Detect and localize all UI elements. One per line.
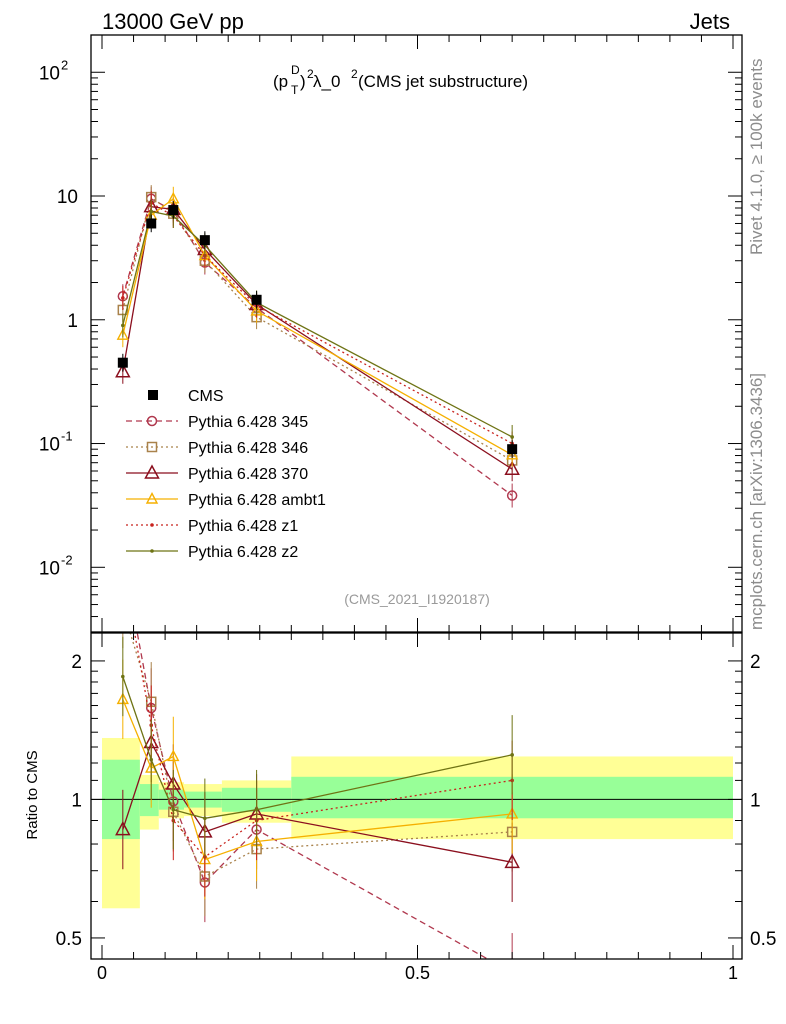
svg-text:(p: (p — [273, 72, 288, 91]
legend-marker-z2 — [150, 549, 154, 553]
legend-label: Pythia 6.428 z1 — [188, 518, 298, 535]
legend-marker-z1 — [150, 523, 154, 527]
svg-text:2: 2 — [307, 67, 314, 81]
svg-text:λ_0: λ_0 — [313, 72, 340, 91]
ratio-point-z2 — [149, 757, 154, 762]
y-tick-base: 1 — [67, 311, 78, 332]
ratio-line-z2 — [122, 676, 513, 819]
plot-title: (p T D ) 2 λ_0 2 (CMS jet substructure) — [273, 63, 528, 97]
series-point-p370 — [504, 460, 520, 475]
ratio-point-p370 — [115, 821, 131, 836]
ratio-point-p345 — [118, 550, 127, 559]
cms-point — [251, 294, 262, 305]
process-label: Jets — [690, 9, 730, 34]
legend-entry: CMS — [148, 388, 224, 405]
legend-label: Pythia 6.428 370 — [188, 466, 308, 483]
ratio-point-p346 — [118, 604, 127, 613]
y-tick-label-ratio: 1 — [71, 790, 82, 811]
svg-text:T: T — [291, 83, 299, 97]
analysis-id: (CMS_2021_I1920187) — [344, 591, 490, 607]
ratio-point-p370 — [504, 853, 520, 869]
legend-label: CMS — [188, 388, 224, 405]
svg-text:): ) — [300, 72, 306, 91]
legend-marker-ambt1 — [145, 491, 159, 504]
series-point-p345 — [506, 490, 518, 501]
legend-label: Pythia 6.428 z2 — [188, 544, 298, 561]
cms-point — [168, 205, 179, 216]
y-tick-label-main: 10 2 — [39, 57, 68, 84]
y-tick-base: 10 — [57, 187, 78, 208]
energy-label: 13000 GeV pp — [102, 9, 244, 34]
y-tick-label-main: 10 -2 — [39, 552, 73, 579]
series-point-z2 — [121, 323, 125, 328]
mcplots-label: mcplots.cern.ch [arXiv:1306.3436] — [747, 372, 766, 630]
ratio-line-ambt1 — [122, 699, 513, 861]
ratio-line-p345 — [136, 633, 489, 959]
y-tick-label-main: 1 — [67, 311, 78, 332]
ratio-point-p345 — [508, 968, 517, 977]
y-tick-label-main: 10 -1 — [39, 429, 73, 456]
svg-text:2: 2 — [351, 67, 358, 81]
legend-entry: Pythia 6.428 z1 — [126, 518, 298, 535]
legend-entry: Pythia 6.428 370 — [126, 464, 308, 483]
y-tick-base: 10 — [39, 63, 60, 84]
legend-entry: Pythia 6.428 346 — [126, 440, 308, 457]
y-tick-label-ratio-right: 2 — [750, 652, 761, 673]
series-line-p345 — [122, 197, 513, 497]
series-point-z2 — [149, 209, 154, 214]
y-tick-label-main: 10 — [57, 187, 78, 208]
legend-entry: Pythia 6.428 ambt1 — [126, 491, 326, 509]
ratio-point-z2 — [171, 807, 176, 812]
ratio-point-z2 — [121, 674, 125, 679]
legend-label: Pythia 6.428 346 — [188, 440, 308, 457]
ratio-point-ambt1 — [167, 749, 180, 762]
y-tick-base: 10 — [39, 558, 60, 579]
legend-marker-p345 — [146, 415, 158, 427]
ratio-point-z1 — [121, 565, 125, 569]
main-frame — [90, 34, 743, 633]
svg-text:(CMS jet substructure): (CMS jet substructure) — [358, 72, 528, 91]
y-tick-exponent: 2 — [61, 57, 68, 72]
ratio-line-p346 — [129, 633, 513, 878]
ratio-point-z2 — [203, 816, 207, 821]
cms-point — [146, 218, 157, 229]
y-tick-label-ratio: 2 — [71, 652, 82, 673]
legend-marker-cms — [148, 390, 158, 400]
series-point-z2 — [510, 435, 514, 439]
y-tick-exponent: -2 — [61, 552, 73, 567]
series-point-z1 — [121, 296, 125, 300]
x-tick-label: 0.5 — [405, 963, 430, 983]
ratio-point-z2 — [510, 753, 514, 757]
y-tick-exponent: -1 — [61, 429, 73, 444]
cms-point — [117, 357, 128, 368]
series-point-p370 — [115, 363, 131, 378]
series-point-ambt1 — [116, 328, 129, 340]
legend-marker-p346 — [146, 441, 158, 453]
y-tick-base: 10 — [39, 435, 60, 456]
series-line-ambt1 — [122, 197, 513, 456]
ratio-axis-label: Ratio to CMS — [24, 750, 41, 839]
legend-label: Pythia 6.428 345 — [188, 414, 308, 431]
legend-entry: Pythia 6.428 345 — [126, 414, 308, 431]
series-line-z1 — [122, 201, 513, 445]
x-tick-label: 0 — [97, 963, 107, 983]
series-line-p346 — [122, 195, 513, 461]
cms-point — [507, 444, 518, 455]
legend-marker-p370 — [144, 464, 160, 479]
x-tick-label: 1 — [728, 963, 738, 983]
ratio-band-inner — [139, 784, 159, 817]
ratio-frame — [90, 632, 743, 960]
y-tick-label-ratio-right: 1 — [750, 790, 761, 811]
rivet-version-label: Rivet 4.1.0, ≥ 100k events — [747, 58, 766, 255]
series-line-z2 — [122, 210, 513, 438]
legend-entry: Pythia 6.428 z2 — [126, 544, 298, 561]
y-tick-label-ratio-right: 0.5 — [750, 929, 776, 950]
y-tick-label-ratio: 0.5 — [56, 929, 82, 950]
legend-label: Pythia 6.428 ambt1 — [188, 492, 326, 509]
cms-point — [199, 235, 210, 246]
ratio-point-z2 — [254, 807, 259, 812]
svg-text:D: D — [291, 63, 300, 77]
